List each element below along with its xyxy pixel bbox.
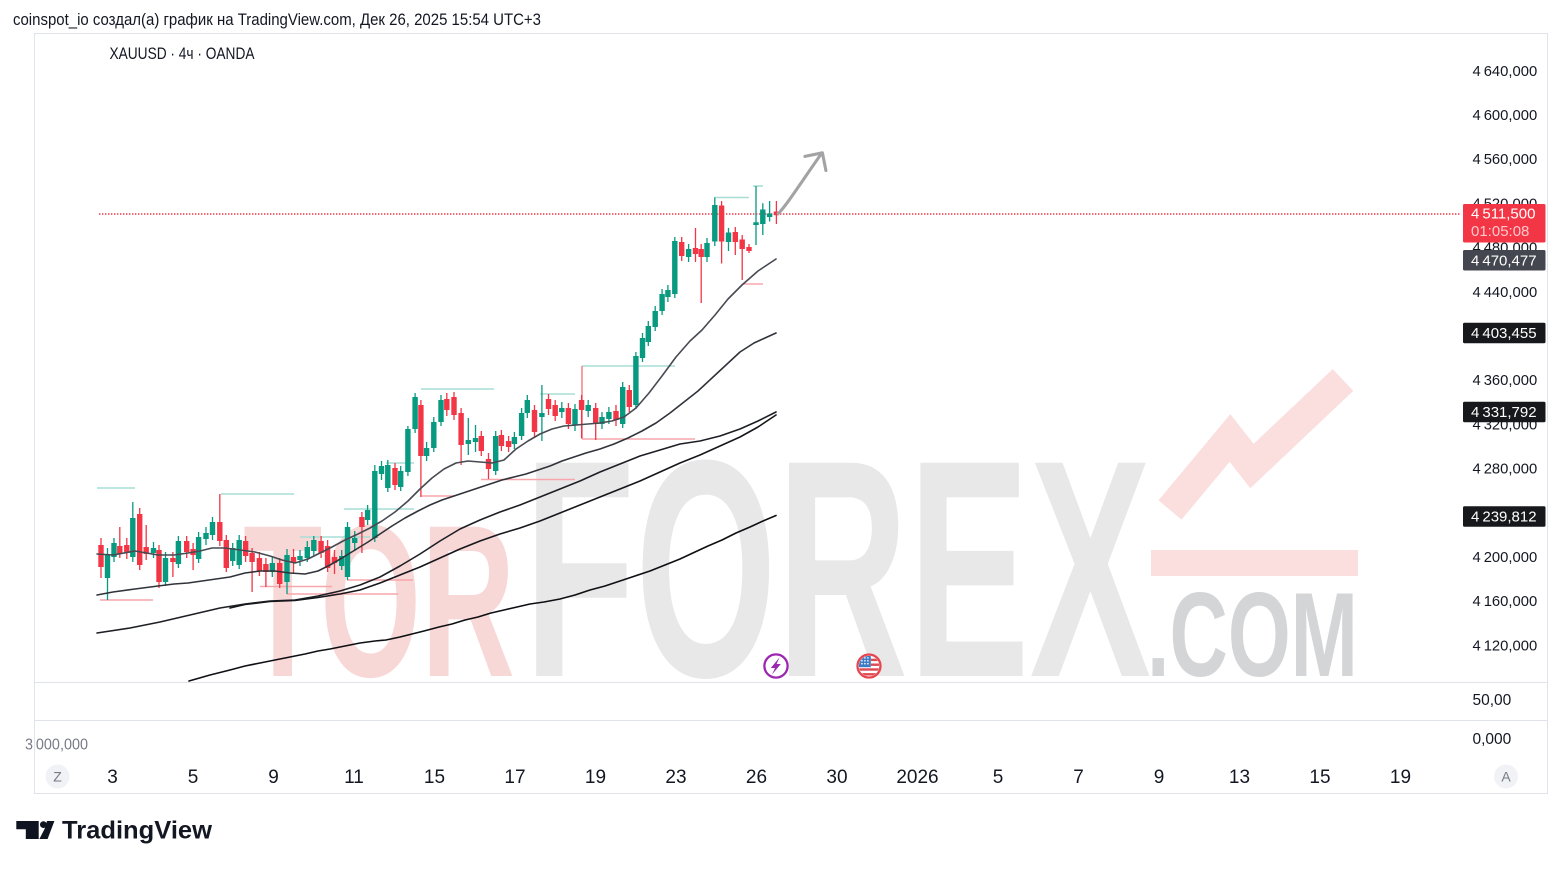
svg-text:4 200,000: 4 200,000	[1473, 550, 1538, 566]
svg-text:01:05:08: 01:05:08	[1471, 223, 1529, 240]
svg-text:4 331,792: 4 331,792	[1471, 404, 1537, 421]
svg-text:19: 19	[585, 767, 606, 788]
svg-text:13: 13	[1229, 767, 1250, 788]
svg-text:19: 19	[1390, 767, 1411, 788]
svg-text:4 600,000: 4 600,000	[1473, 108, 1538, 124]
svg-text:Z: Z	[53, 769, 62, 785]
svg-text:7: 7	[1073, 767, 1084, 788]
svg-text:9: 9	[1154, 767, 1165, 788]
svg-text:2026: 2026	[896, 767, 938, 788]
svg-text:23: 23	[665, 767, 686, 788]
svg-text:4 360,000: 4 360,000	[1473, 373, 1538, 389]
svg-text:5: 5	[993, 767, 1004, 788]
svg-text:4 560,000: 4 560,000	[1473, 152, 1538, 168]
svg-text:17: 17	[504, 767, 525, 788]
svg-text:4 511,500: 4 511,500	[1471, 206, 1535, 223]
svg-text:A: A	[1501, 769, 1511, 785]
svg-text:.COM: .COM	[1147, 568, 1358, 702]
svg-text:4 239,812: 4 239,812	[1471, 509, 1537, 526]
svg-text:50,00: 50,00	[1473, 692, 1512, 709]
svg-text:11: 11	[344, 767, 364, 788]
svg-text:15: 15	[424, 767, 445, 788]
svg-text:26: 26	[746, 767, 767, 788]
svg-text:4 403,455: 4 403,455	[1471, 325, 1537, 342]
svg-text:4 160,000: 4 160,000	[1473, 594, 1538, 610]
svg-text:4 120,000: 4 120,000	[1473, 638, 1538, 654]
svg-text:4 440,000: 4 440,000	[1473, 285, 1538, 301]
svg-text:0,000: 0,000	[1473, 731, 1512, 748]
svg-text:3 000,000: 3 000,000	[25, 737, 88, 754]
svg-text:XAUUSD · 4ч · OANDA: XAUUSD · 4ч · OANDA	[110, 44, 256, 63]
svg-text:4 470,477: 4 470,477	[1471, 252, 1537, 269]
svg-text:4 280,000: 4 280,000	[1473, 462, 1538, 478]
svg-text:9: 9	[268, 767, 279, 788]
svg-text:4 640,000: 4 640,000	[1473, 64, 1538, 80]
svg-text:TradingView: TradingView	[62, 817, 213, 845]
svg-text:5: 5	[188, 767, 199, 788]
svg-text:coinspot_io создал(а) график н: coinspot_io создал(а) график на TradingV…	[13, 10, 541, 29]
svg-text:3: 3	[107, 767, 118, 788]
svg-text:FOREX: FOREX	[524, 395, 1152, 742]
svg-text:15: 15	[1309, 767, 1330, 788]
svg-text:30: 30	[826, 767, 847, 788]
